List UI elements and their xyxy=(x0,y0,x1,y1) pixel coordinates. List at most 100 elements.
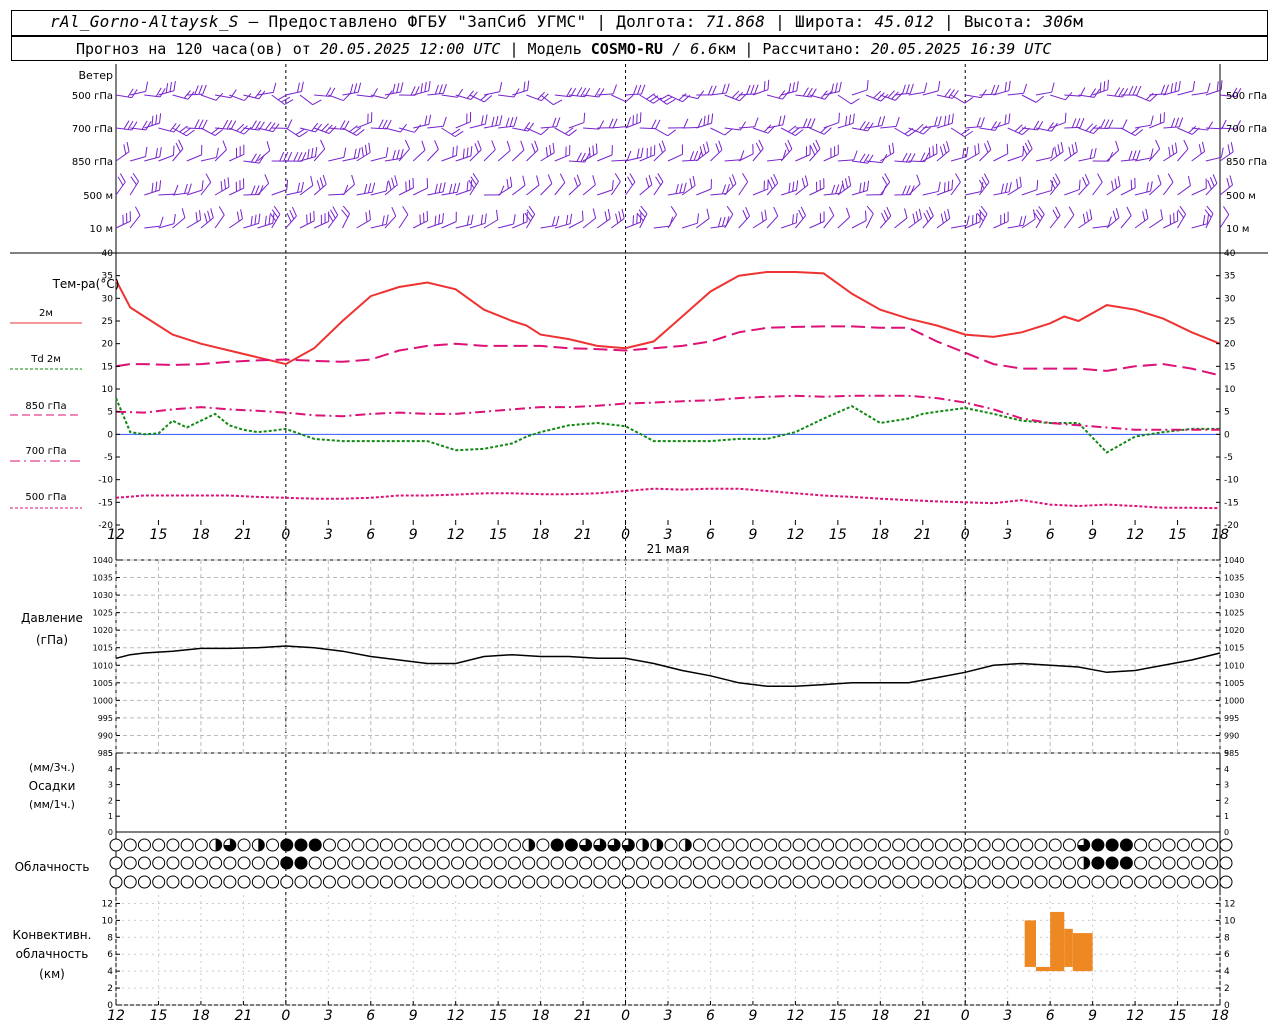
hour-label-mid: 0 xyxy=(621,527,630,543)
wind-barb xyxy=(144,87,166,98)
barb-feather xyxy=(324,213,326,224)
barb-feather xyxy=(1027,139,1033,150)
barb-feather xyxy=(351,174,356,185)
cloud-circle xyxy=(1034,856,1048,870)
cloud-symbol xyxy=(678,856,692,870)
barb-feather xyxy=(1206,205,1214,215)
barb-staff xyxy=(257,91,274,96)
cloud-circle xyxy=(152,875,166,889)
cloud-circle xyxy=(650,856,664,870)
barb-staff xyxy=(611,159,628,162)
barb-feather xyxy=(1075,118,1081,128)
barb-feather xyxy=(564,127,574,135)
temp-tick-label-left: -15 xyxy=(98,498,113,508)
cloud-symbol xyxy=(1134,856,1148,870)
barb-feather xyxy=(651,119,657,129)
barb-staff xyxy=(1120,127,1136,137)
temp-tick-label-left: 20 xyxy=(102,340,114,350)
barb-feather xyxy=(442,116,447,127)
barb-staff xyxy=(214,214,225,229)
barb-feather xyxy=(940,213,944,224)
barb-staff xyxy=(710,192,727,196)
wind-barb xyxy=(625,84,646,96)
wind-barb xyxy=(653,216,674,229)
barb-feather xyxy=(692,175,696,186)
barb-staff xyxy=(894,160,911,163)
cloud-symbol xyxy=(579,838,593,852)
barb-staff xyxy=(922,125,939,129)
wind-barb xyxy=(1021,139,1033,162)
cloud-symbol xyxy=(892,838,906,852)
hour-label-bottom: 18 xyxy=(871,1008,889,1024)
barb-feather xyxy=(778,90,786,99)
barb-feather xyxy=(173,124,181,133)
barb-feather xyxy=(172,145,175,156)
hour-label-mid: 6 xyxy=(706,527,715,543)
barb-feather xyxy=(127,88,134,98)
barb-staff xyxy=(229,154,245,162)
cloud-symbol xyxy=(764,838,778,852)
barb-feather xyxy=(881,212,887,223)
barb-feather xyxy=(368,210,371,221)
barb-feather xyxy=(371,182,376,193)
cloud-symbol xyxy=(764,875,778,889)
barb-feather xyxy=(1227,144,1231,155)
cloud-symbol xyxy=(721,856,735,870)
barb-feather xyxy=(484,213,487,224)
wind-barb xyxy=(1219,87,1242,98)
barb-feather xyxy=(934,116,938,127)
pres-tick-label-left: 990 xyxy=(98,731,113,740)
barb-feather xyxy=(1000,183,1004,194)
cloud-circle xyxy=(1148,856,1162,870)
conv-tick-label-left: 0 xyxy=(107,1001,113,1011)
barb-feather xyxy=(697,118,703,128)
barb-feather xyxy=(293,151,299,162)
barb-feather xyxy=(1220,147,1224,158)
barb-staff xyxy=(1064,151,1078,162)
barb-staff xyxy=(965,94,982,99)
wind-barb xyxy=(427,140,439,162)
wind-level-label-right: 500 гПа xyxy=(1226,91,1267,102)
cloud-symbol xyxy=(593,838,607,852)
hour-label-bottom: 15 xyxy=(150,1008,168,1024)
wind-barb xyxy=(767,149,787,162)
cloud-symbol xyxy=(692,838,706,852)
barb-feather xyxy=(810,118,816,128)
wind-barb xyxy=(441,211,457,229)
cloud-circle xyxy=(123,856,137,870)
barb-staff xyxy=(356,121,372,129)
barb-feather xyxy=(408,179,411,190)
cloud-symbol xyxy=(949,838,963,852)
barb-feather xyxy=(319,177,324,188)
barb-staff xyxy=(922,90,939,96)
cloud-fill-part xyxy=(579,838,592,852)
cloud-circle xyxy=(394,838,408,852)
conv-tick-label-left: 10 xyxy=(102,916,114,926)
barb-feather xyxy=(183,90,191,99)
barb-staff xyxy=(781,222,797,229)
cloud-symbol xyxy=(849,856,863,870)
wind-barb xyxy=(200,147,219,162)
barb-feather xyxy=(155,114,158,125)
wind-barb xyxy=(1177,139,1189,162)
barb-feather xyxy=(819,213,821,224)
wind-barb xyxy=(993,113,1011,129)
cloud-circle xyxy=(735,856,749,870)
cloud-circle xyxy=(792,856,806,870)
cloud-fill-part xyxy=(685,839,692,851)
cloud-circle xyxy=(1219,856,1233,870)
cloud-symbol xyxy=(266,856,280,870)
barb-feather xyxy=(145,121,152,131)
barb-staff xyxy=(483,219,498,229)
cloud-circle xyxy=(365,856,379,870)
barb-staff xyxy=(370,94,387,100)
cloud-symbol xyxy=(1162,838,1176,852)
barb-staff xyxy=(795,126,812,129)
barb-feather xyxy=(480,214,483,225)
temp-tick-label-left: 5 xyxy=(107,408,113,418)
cloud-circle xyxy=(337,875,351,889)
barb-feather xyxy=(1099,82,1102,93)
barb-feather xyxy=(184,183,188,194)
barb-staff xyxy=(1064,189,1080,196)
barb-staff xyxy=(441,155,457,162)
